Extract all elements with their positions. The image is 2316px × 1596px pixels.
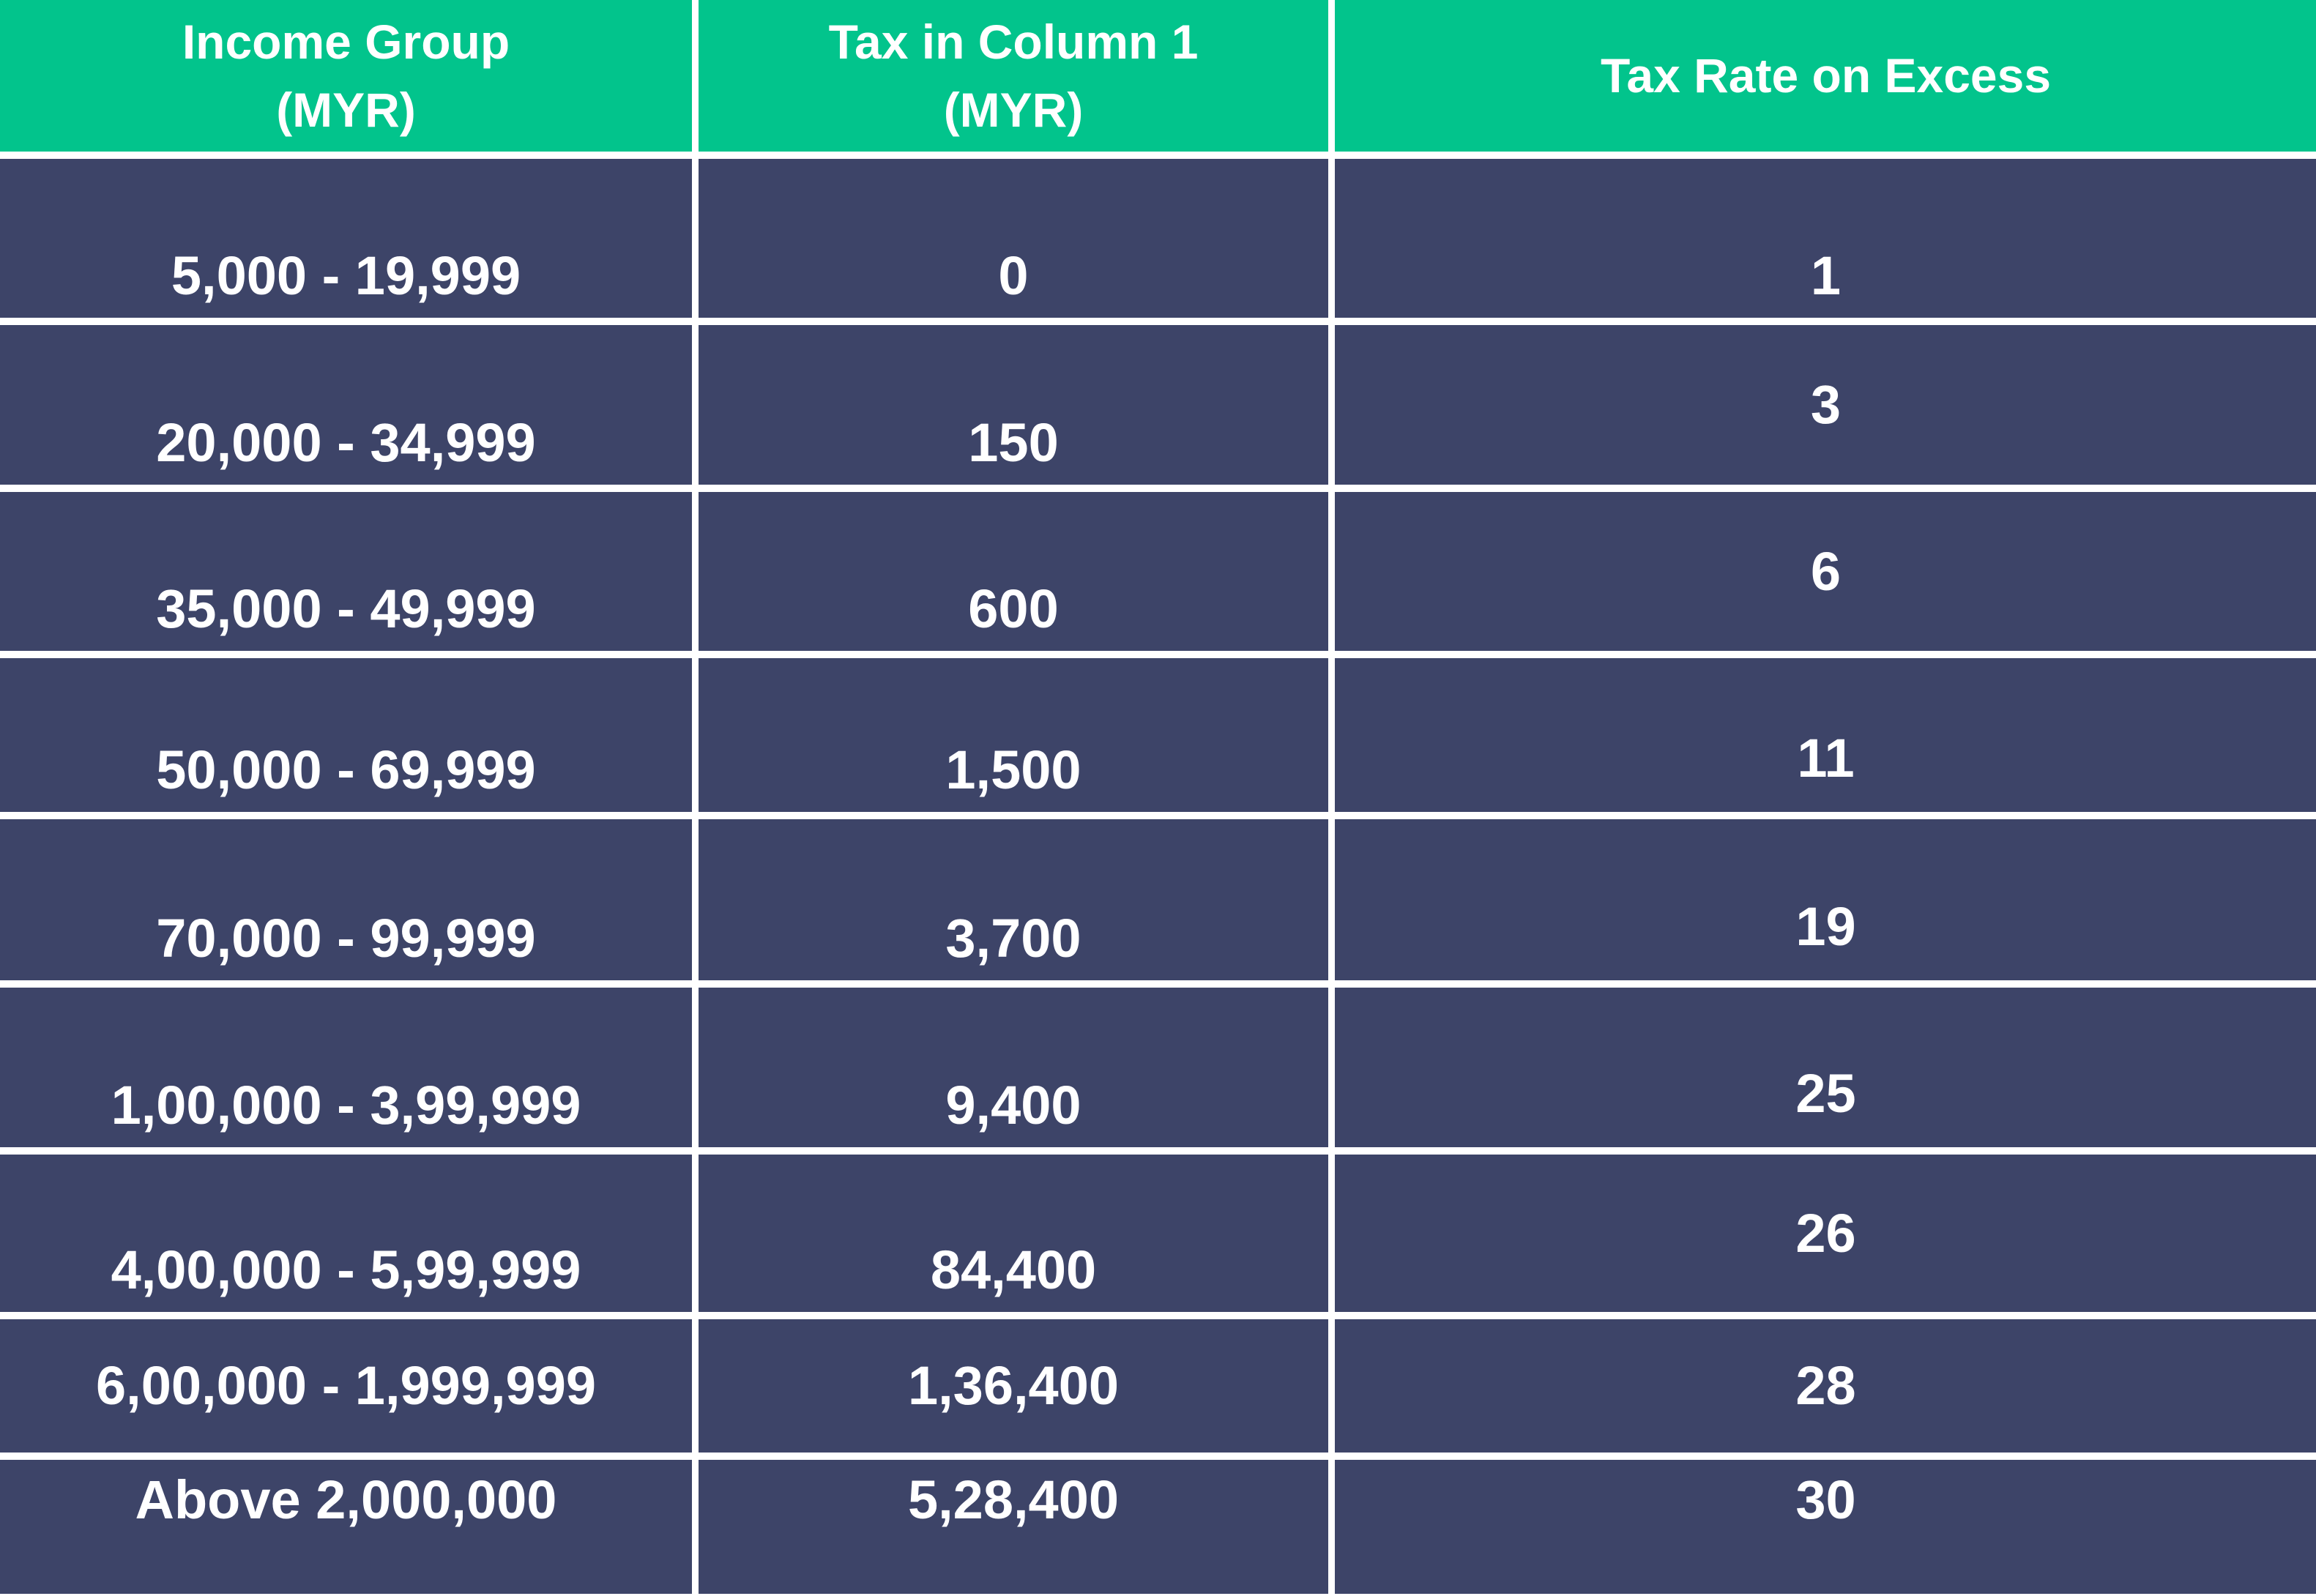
row-4-income-group: 50,000 - 69,999 — [0, 658, 692, 812]
row-3-income-group: 35,000 - 49,999 — [0, 492, 692, 651]
row-6-tax-col1: 9,400 — [699, 988, 1328, 1147]
column-header-tax-in-column1: Tax in Column 1 (MYR) — [699, 0, 1328, 152]
row-9-income-group: Above 2,000,000 — [0, 1460, 692, 1594]
row-9-tax-col1: 5,28,400 — [699, 1460, 1328, 1594]
row-6-rate-on-excess: 25 — [1335, 988, 2316, 1147]
row-2-income-group: 20,000 - 34,999 — [0, 325, 692, 485]
row-2-rate-on-excess: 3 — [1335, 325, 2316, 485]
row-5-tax-col1: 3,700 — [699, 819, 1328, 980]
row-5-rate-on-excess: 19 — [1335, 819, 2316, 980]
row-2-tax-col1: 150 — [699, 325, 1328, 485]
row-6-income-group: 1,00,000 - 3,99,999 — [0, 988, 692, 1147]
row-4-rate-on-excess: 11 — [1335, 658, 2316, 812]
row-7-tax-col1: 84,400 — [699, 1155, 1328, 1312]
row-1-income-group: 5,000 - 19,999 — [0, 159, 692, 318]
row-5-income-group: 70,000 - 99,999 — [0, 819, 692, 980]
row-4-tax-col1: 1,500 — [699, 658, 1328, 812]
row-3-rate-on-excess: 6 — [1335, 492, 2316, 651]
row-8-income-group: 6,00,000 - 1,999,999 — [0, 1319, 692, 1453]
row-9-rate-on-excess: 30 — [1335, 1460, 2316, 1594]
row-3-tax-col1: 600 — [699, 492, 1328, 651]
row-8-tax-col1: 1,36,400 — [699, 1319, 1328, 1453]
row-1-tax-col1: 0 — [699, 159, 1328, 318]
column-header-tax-rate-on-excess: Tax Rate on Excess — [1335, 0, 2316, 152]
column-header-income-group: Income Group (MYR) — [0, 0, 692, 152]
row-1-rate-on-excess: 1 — [1335, 159, 2316, 318]
row-7-rate-on-excess: 26 — [1335, 1155, 2316, 1312]
row-8-rate-on-excess: 28 — [1335, 1319, 2316, 1453]
row-7-income-group: 4,00,000 - 5,99,999 — [0, 1155, 692, 1312]
